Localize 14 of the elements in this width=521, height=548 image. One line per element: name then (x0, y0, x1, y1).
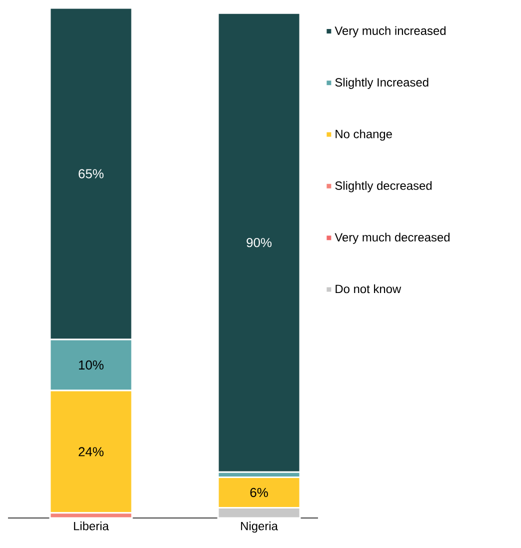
legend-label: Very much increased (334, 26, 446, 38)
data-label: 6% (250, 488, 268, 498)
legend-label: No change (336, 129, 392, 141)
data-label: 65% (78, 169, 104, 178)
x-tick-label: Liberia (74, 522, 109, 530)
legend-label: Slightly Increased (335, 78, 428, 89)
data-label: 90% (246, 238, 272, 248)
data-label: 24% (78, 447, 104, 456)
bar (217, 12, 301, 473)
x-tick-label: Nigeria (241, 522, 278, 533)
data-label: 10% (79, 360, 104, 370)
legend-label: Do not know (336, 284, 402, 294)
legend-label: Very much decreased (334, 232, 450, 244)
legend-label: Slightly decreased (335, 181, 432, 192)
